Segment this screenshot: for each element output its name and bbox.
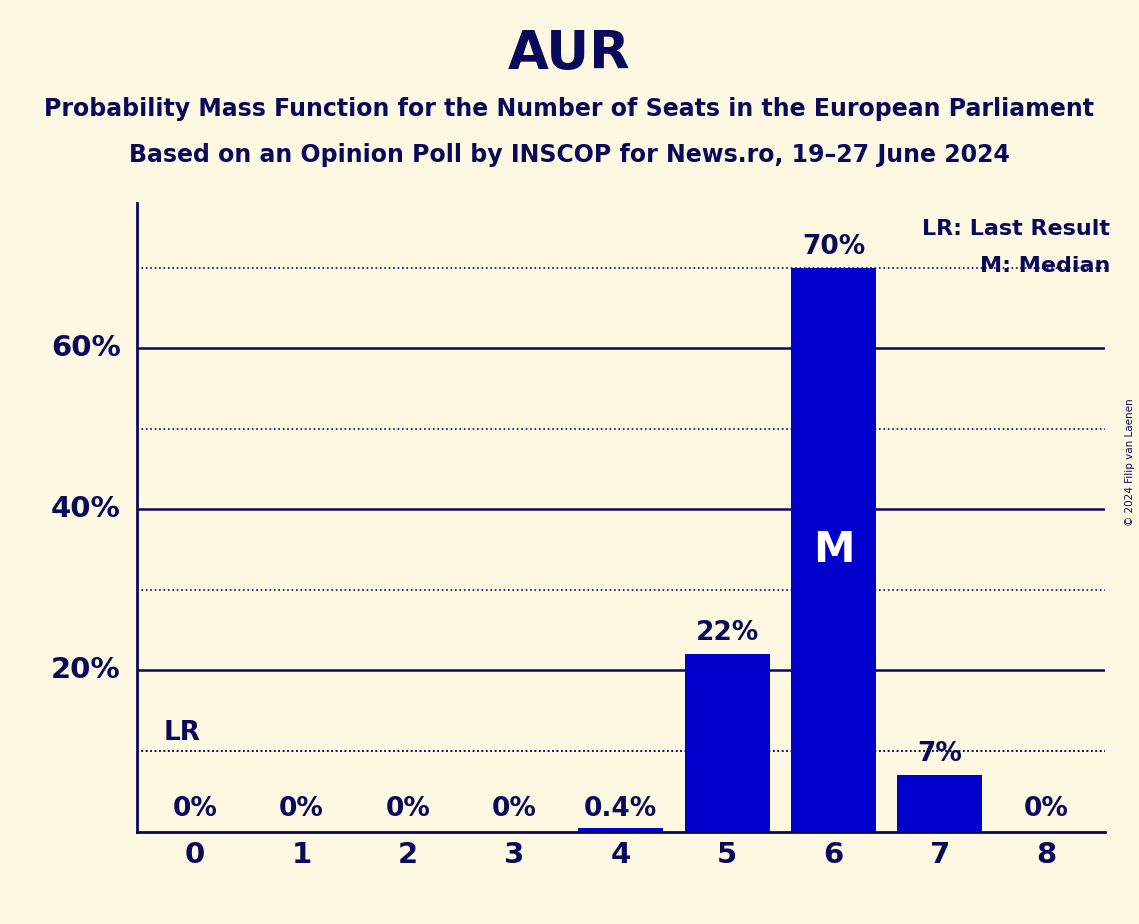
Text: 0%: 0% (1024, 796, 1068, 822)
Bar (579, 829, 663, 832)
Text: 70%: 70% (802, 234, 866, 260)
Text: 0%: 0% (173, 796, 218, 822)
Text: 20%: 20% (51, 656, 121, 685)
Text: M: Median: M: Median (980, 256, 1111, 275)
Text: Based on an Opinion Poll by INSCOP for News.ro, 19–27 June 2024: Based on an Opinion Poll by INSCOP for N… (129, 143, 1010, 167)
Text: M: M (813, 529, 854, 571)
Text: AUR: AUR (508, 28, 631, 79)
Text: 0.4%: 0.4% (584, 796, 657, 822)
Text: LR: Last Result: LR: Last Result (923, 219, 1111, 239)
Text: 0%: 0% (385, 796, 431, 822)
Text: 22%: 22% (696, 620, 759, 646)
Text: 0%: 0% (279, 796, 323, 822)
Bar (685, 654, 770, 832)
Text: Probability Mass Function for the Number of Seats in the European Parliament: Probability Mass Function for the Number… (44, 97, 1095, 121)
Bar (898, 775, 983, 832)
Text: 60%: 60% (51, 334, 121, 362)
Bar (790, 268, 876, 832)
Text: © 2024 Filip van Laenen: © 2024 Filip van Laenen (1125, 398, 1134, 526)
Text: 40%: 40% (51, 495, 121, 523)
Text: LR: LR (163, 720, 200, 747)
Text: 0%: 0% (492, 796, 536, 822)
Text: 7%: 7% (918, 741, 962, 767)
